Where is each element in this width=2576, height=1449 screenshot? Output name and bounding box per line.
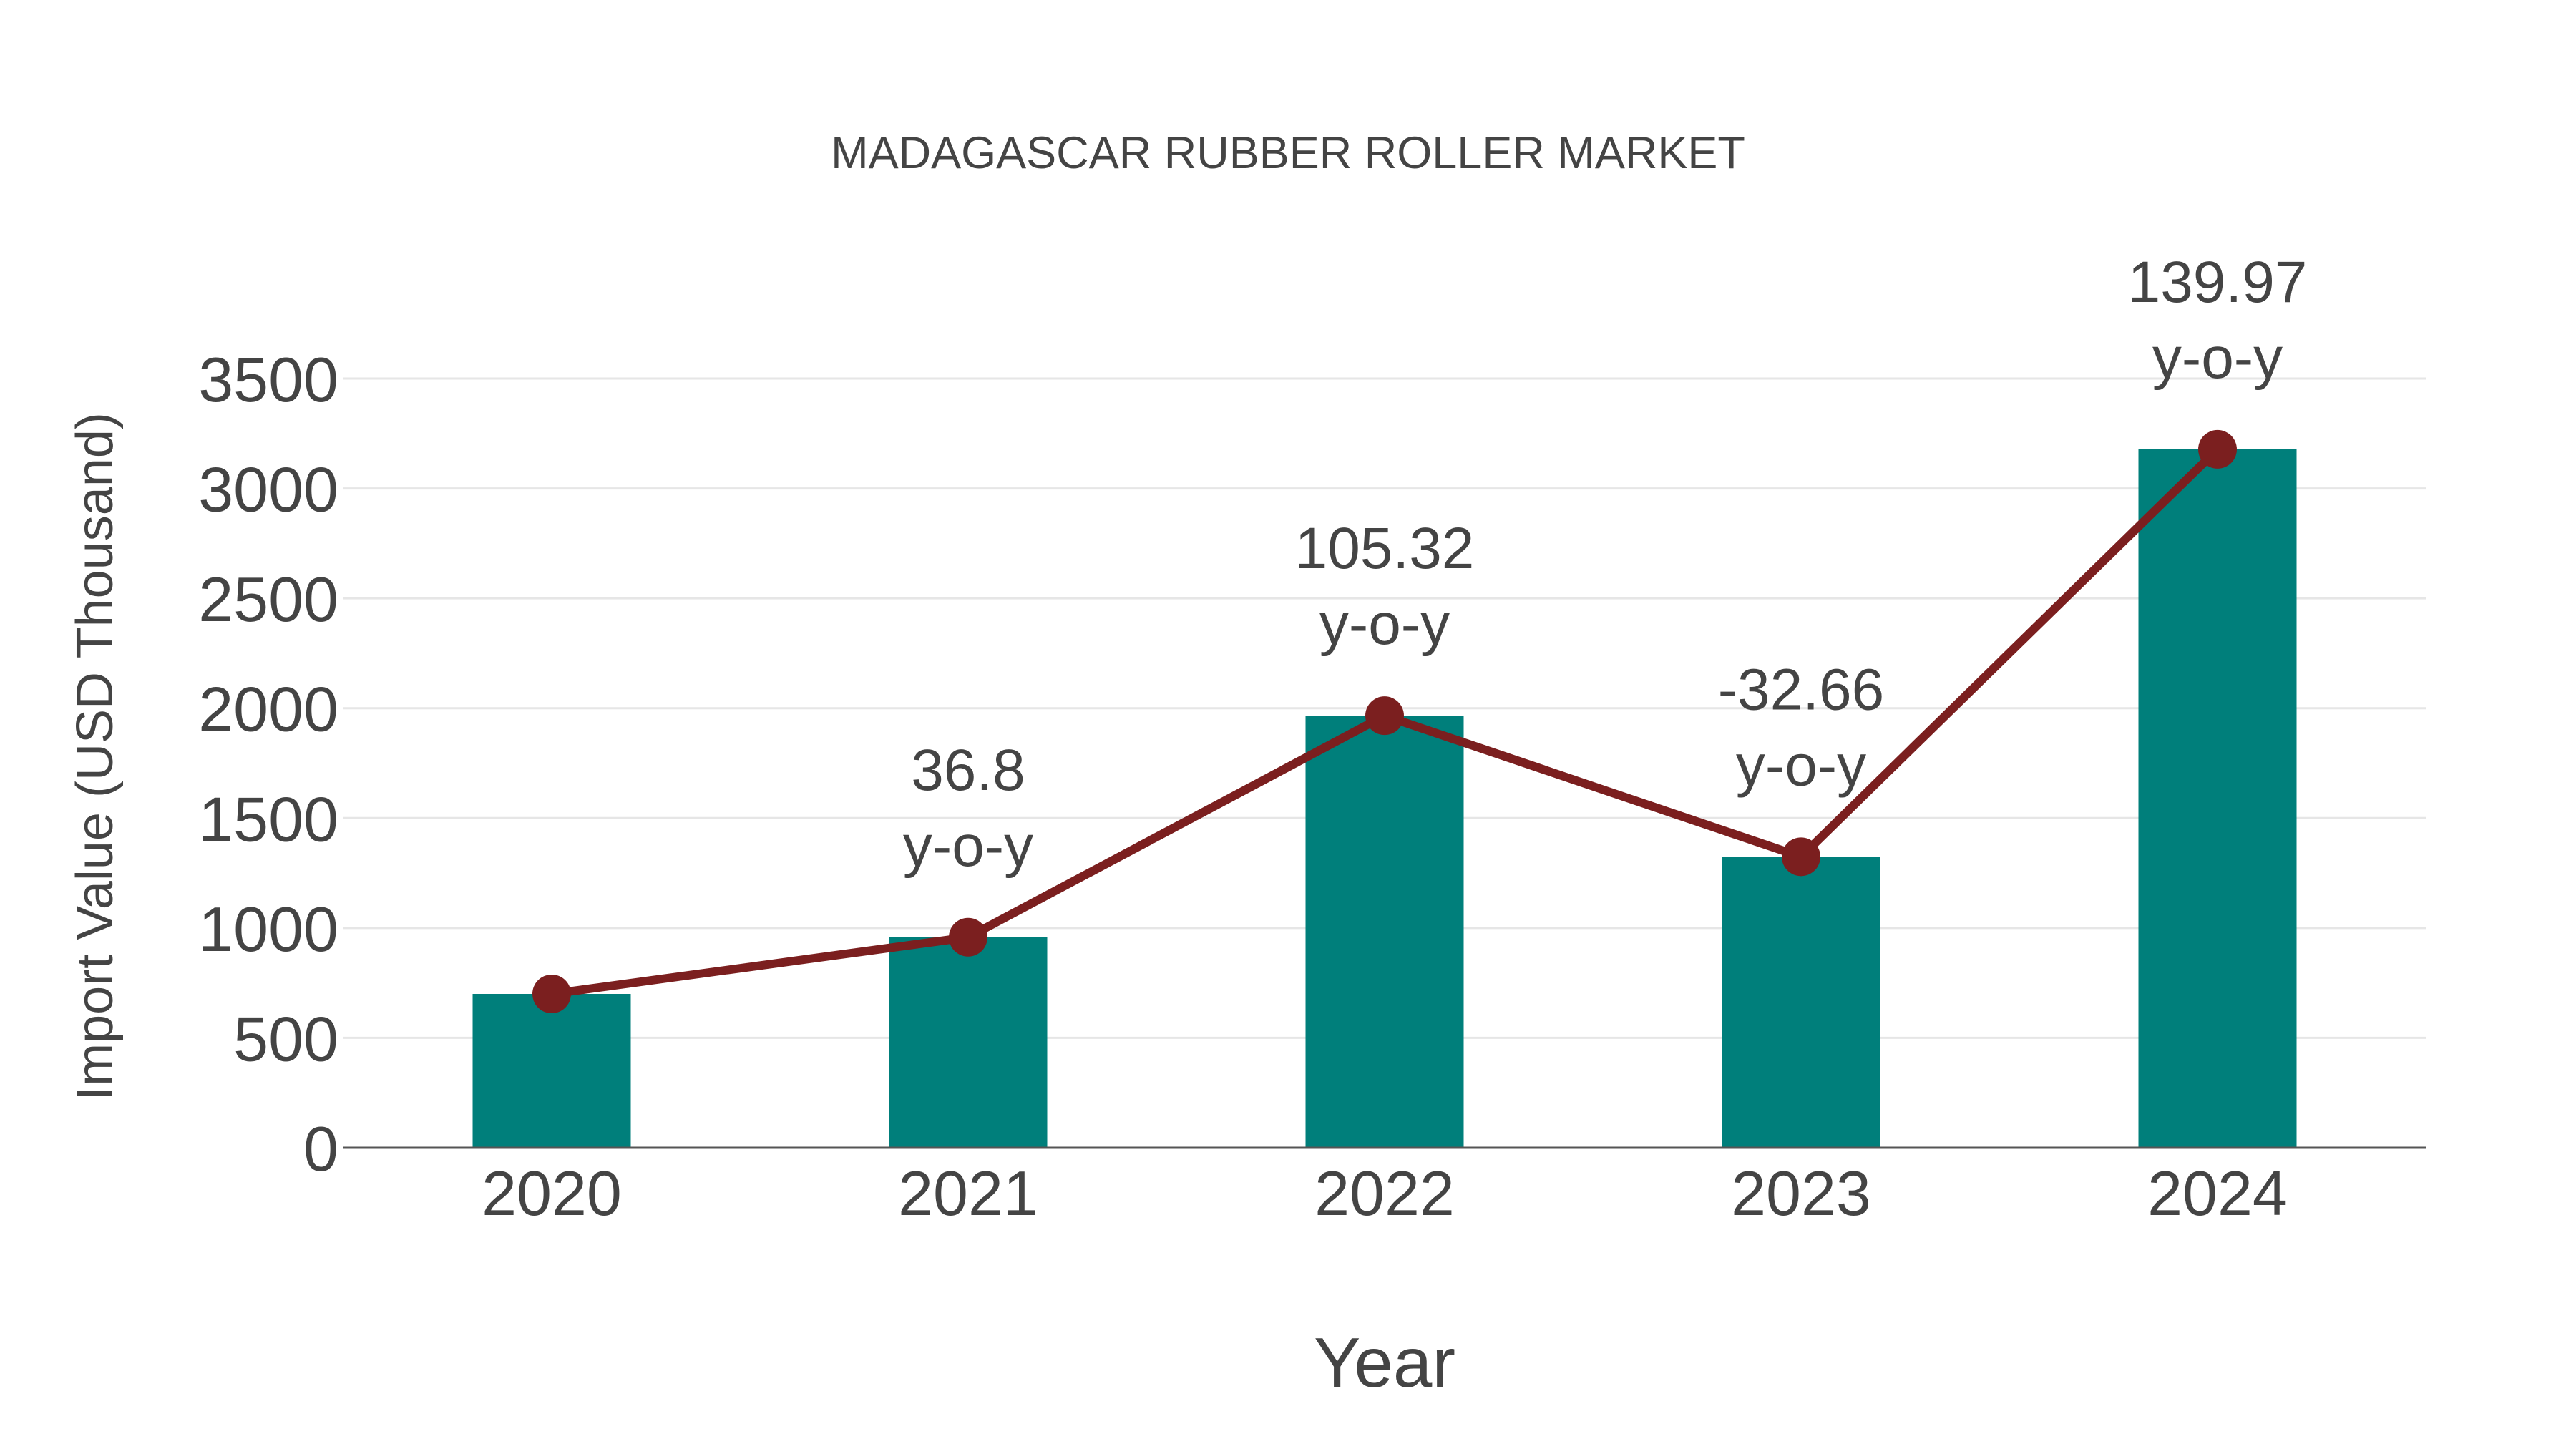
y-tick-label: 2000 [198, 674, 338, 745]
yoy-annotations: 36.8 y-o-y 105.32 y-o-y -32.66 y-o-y 139.97 y-o… [903, 250, 2308, 879]
marker-2023 [1782, 837, 1820, 877]
marker-2020 [532, 975, 571, 1013]
y-tick-label: 0 [303, 1113, 338, 1184]
marker-2021 [949, 917, 987, 957]
yoy-annotation-2024: 139.97 y-o-y [2128, 250, 2308, 391]
y-axis-ticks: 0 500 1000 1500 2000 2500 3000 3500 [198, 344, 338, 1184]
yoy-suffix: y-o-y [2152, 326, 2283, 391]
yoy-suffix: y-o-y [903, 814, 1033, 879]
x-tick-label: 2024 [2147, 1158, 2288, 1229]
bar-2020 [472, 994, 631, 1148]
yoy-annotation-2021: 36.8 y-o-y [903, 738, 1033, 879]
line-series [532, 429, 2237, 1013]
bar-2022 [1305, 716, 1464, 1148]
bar-2021 [889, 937, 1048, 1148]
y-tick-label: 3000 [198, 454, 338, 525]
bar-series [472, 449, 2297, 1148]
yoy-value: 105.32 [1295, 516, 1475, 581]
yoy-annotation-2023: -32.66 y-o-y [1718, 657, 1885, 798]
yoy-suffix: y-o-y [1319, 592, 1450, 657]
y-tick-label: 1500 [198, 784, 338, 854]
chart-title: MADAGASCAR RUBBER ROLLER MARKET [831, 128, 1745, 178]
x-axis-ticks: 2020 2021 2022 2023 2024 [482, 1158, 2288, 1229]
yoy-value: -32.66 [1718, 657, 1885, 722]
y-tick-label: 500 [233, 1003, 338, 1074]
y-tick-label: 2500 [198, 564, 338, 635]
yoy-value: 139.97 [2128, 250, 2308, 315]
yoy-annotation-2022: 105.32 y-o-y [1295, 516, 1475, 657]
y-tick-label: 3500 [198, 344, 338, 415]
x-tick-label: 2022 [1314, 1158, 1455, 1229]
x-axis-title: Year [1313, 1323, 1455, 1402]
x-tick-label: 2023 [1731, 1158, 1871, 1229]
x-tick-label: 2020 [482, 1158, 622, 1229]
marker-2022 [1365, 696, 1404, 736]
yoy-value: 36.8 [911, 738, 1025, 803]
y-tick-label: 1000 [198, 894, 338, 965]
x-tick-label: 2021 [898, 1158, 1038, 1229]
yoy-suffix: y-o-y [1736, 733, 1866, 798]
bar-2024 [2138, 449, 2297, 1148]
marker-2024 [2198, 429, 2237, 469]
y-axis-title: Import Value (USD Thousand) [67, 412, 124, 1101]
bar-2023 [1722, 857, 1880, 1148]
